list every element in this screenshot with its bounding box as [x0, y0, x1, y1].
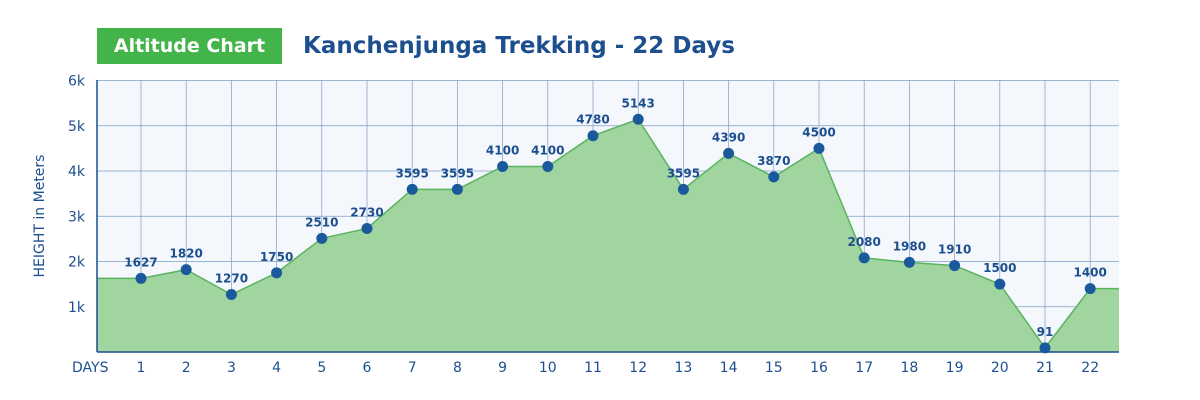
data-label: 3595 [667, 166, 700, 180]
y-tick-label: 2k [68, 255, 86, 271]
data-point [361, 222, 373, 234]
x-tick-label: 19 [946, 360, 964, 376]
x-tick-label: 11 [584, 360, 602, 376]
data-label: 1980 [893, 239, 926, 253]
x-tick-label: 12 [629, 360, 647, 376]
chart-title: Kanchenjunga Trekking - 22 Days [303, 33, 735, 59]
x-tick-label: 18 [900, 360, 918, 376]
x-tick-label: 3 [227, 360, 236, 376]
data-point [858, 252, 870, 264]
x-axis-label: DAYS [72, 360, 109, 376]
data-point [768, 171, 780, 183]
x-tick-label: 21 [1036, 360, 1054, 376]
data-point [180, 264, 192, 276]
y-tick-label: 3k [68, 209, 86, 225]
data-label: 3595 [441, 166, 474, 180]
data-label: 3595 [395, 166, 428, 180]
x-tick-label: 15 [765, 360, 783, 376]
data-label: 1400 [1073, 266, 1106, 280]
x-tick-label: 14 [720, 360, 738, 376]
data-point [994, 278, 1006, 290]
data-label: 1270 [215, 272, 248, 286]
x-tick-labels: 1 2 3 4 5 6 7 8 9 10 11 12 13 14 15 16 17 18 19 20 21 22 [137, 360, 1100, 376]
x-tick-label: 6 [363, 360, 372, 376]
data-label: 1500 [983, 261, 1016, 275]
data-label: 4100 [531, 143, 564, 157]
data-label: 1910 [938, 243, 971, 257]
data-point [135, 272, 147, 284]
x-tick-label: 13 [674, 360, 692, 376]
data-label: 1627 [124, 255, 157, 269]
data-point [632, 113, 644, 125]
data-labels: 1627 1820 1270 1750 2510 2730 3595 3595 4100 4100… [124, 96, 1107, 339]
data-label: 4100 [486, 143, 519, 157]
y-tick-label: 1k [68, 300, 86, 316]
data-point [271, 267, 283, 279]
data-point [949, 260, 961, 272]
x-tick-label: 2 [182, 360, 191, 376]
data-label: 4500 [802, 125, 835, 139]
data-point [406, 183, 418, 195]
data-point [723, 147, 735, 159]
data-point [497, 160, 509, 172]
data-label: 1820 [169, 247, 202, 261]
x-tick-label: 22 [1081, 360, 1099, 376]
x-tick-label: 4 [272, 360, 281, 376]
y-tick-label: 6k [68, 74, 86, 90]
data-label: 5143 [621, 96, 654, 110]
data-label: 1750 [260, 250, 293, 264]
altitude-line [97, 118, 1119, 350]
data-label: 91 [1037, 325, 1054, 339]
x-tick-label: 5 [317, 360, 326, 376]
data-label: 4780 [576, 113, 609, 127]
x-tick-label: 7 [408, 360, 417, 376]
data-point [542, 160, 554, 172]
y-tick-label: 5k [68, 119, 86, 135]
data-label: 3870 [757, 154, 790, 168]
x-tick-label: 17 [855, 360, 873, 376]
x-tick-label: 1 [137, 360, 146, 376]
y-tick-label: 4k [68, 164, 86, 180]
x-tick-label: 20 [991, 360, 1009, 376]
data-point [903, 256, 915, 268]
data-label: 4390 [712, 130, 745, 144]
altitude-chart-badge: Altitude Chart [97, 28, 282, 64]
data-point [813, 142, 825, 154]
data-point [677, 183, 689, 195]
data-point [451, 183, 463, 195]
data-point [587, 130, 599, 142]
data-point [316, 232, 328, 244]
altitude-area [97, 119, 1119, 352]
data-point [225, 289, 237, 301]
data-point [1039, 342, 1051, 354]
x-tick-label: 9 [498, 360, 507, 376]
data-label: 2510 [305, 215, 338, 229]
data-label: 2080 [847, 235, 880, 249]
y-tick-labels: 1k 2k 3k 4k 5k 6k [68, 74, 86, 316]
data-points [135, 113, 1096, 354]
y-axis-label: HEIGHT in Meters [32, 155, 48, 278]
data-label: 2730 [350, 205, 383, 219]
x-tick-label: 10 [539, 360, 557, 376]
data-point [1084, 283, 1096, 295]
x-tick-label: 16 [810, 360, 828, 376]
x-tick-label: 8 [453, 360, 462, 376]
